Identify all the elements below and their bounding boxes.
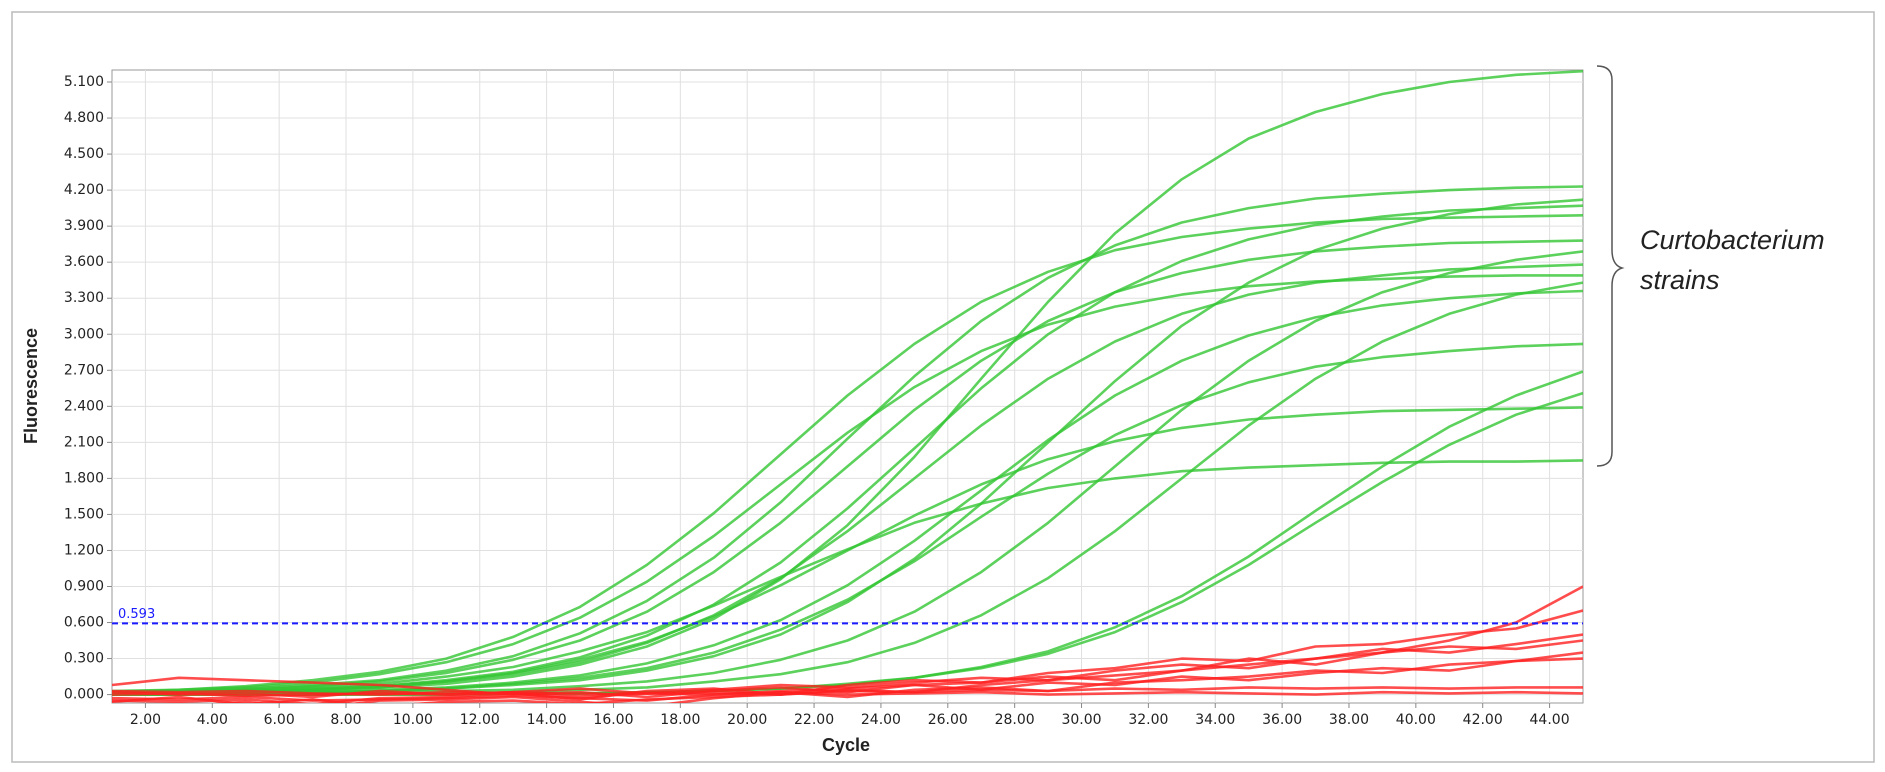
labels: 0.000 0.300 0.600 0.900 1.200 1.500 1.800 2.100… [64,74,1570,728]
x-tick-label: 40.00 [1396,712,1436,728]
plot-area [111,69,1584,704]
y-tick-label: 0.900 [64,578,104,594]
x-tick-label: 16.00 [593,712,633,728]
series-line [112,406,1583,695]
series-line [112,689,1583,699]
x-tick-label: 28.00 [995,712,1035,728]
x-tick-label: 4.00 [197,712,228,728]
x-tick-label: 10.00 [393,712,433,728]
annotation-line: strains [1640,265,1720,295]
series-line [112,289,1583,695]
x-tick-label: 38.00 [1329,712,1369,728]
x-tick-label: 6.00 [264,712,295,728]
threshold-label: 0.593 [118,607,155,622]
y-axis-title: Fluorescence [21,328,41,444]
x-tick-label: 42.00 [1463,712,1503,728]
x-tick-label: 22.00 [794,712,834,728]
x-tick-label: 30.00 [1061,712,1101,728]
series-line [112,639,1583,703]
x-tick-label: 12.00 [460,712,500,728]
frame [11,11,1875,763]
x-tick-label: 36.00 [1262,712,1302,728]
y-tick-label: 3.000 [64,326,104,342]
y-tick-label: 0.600 [64,615,104,631]
y-tick-label: 0.000 [64,687,104,703]
x-tick-label: 32.00 [1128,712,1168,728]
y-tick-label: 1.500 [64,506,104,522]
grid [107,70,1583,708]
y-tick-label: 1.200 [64,542,104,558]
x-tick-label: 26.00 [928,712,968,728]
y-tick-label: 4.200 [64,182,104,198]
y-tick-label: 1.800 [64,470,104,486]
y-tick-label: 2.400 [64,398,104,414]
x-tick-label: 2.00 [130,712,161,728]
y-tick-label: 3.900 [64,218,104,234]
x-tick-label: 20.00 [727,712,767,728]
y-tick-label: 2.700 [64,362,104,378]
y-tick-label: 4.800 [64,110,104,126]
x-tick-label: 8.00 [330,712,361,728]
y-tick-label: 0.300 [64,651,104,667]
x-axis-title: Cycle [822,735,870,755]
series-group [112,70,1583,703]
x-tick-label: 34.00 [1195,712,1235,728]
x-tick-label: 18.00 [660,712,700,728]
x-tick-label: 44.00 [1530,712,1570,728]
annotation-line: Curtobacterium [1640,225,1825,255]
y-tick-label: 2.100 [64,434,104,450]
y-tick-label: 3.600 [64,254,104,270]
bracket [1596,65,1625,467]
x-tick-label: 24.00 [861,712,901,728]
y-tick-label: 3.300 [64,290,104,306]
y-tick-label: 4.500 [64,146,104,162]
y-tick-label: 5.100 [64,74,104,90]
series-line [112,274,1583,694]
x-tick-label: 14.00 [527,712,567,728]
